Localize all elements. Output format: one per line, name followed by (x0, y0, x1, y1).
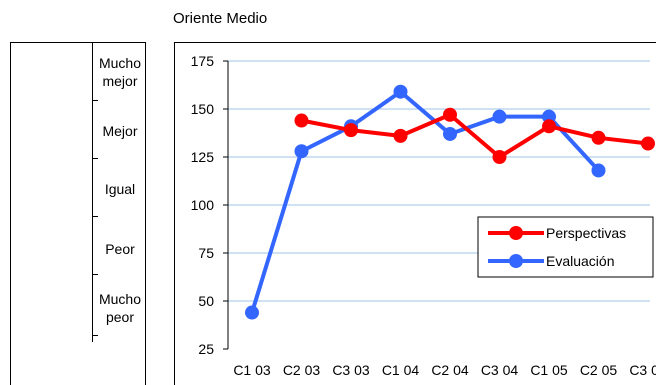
side-scale-tick (92, 335, 98, 336)
data-point (344, 123, 358, 138)
data-point (294, 144, 309, 159)
data-point (443, 107, 457, 122)
data-point (591, 130, 606, 145)
legend-label: Perspectivas (546, 225, 626, 241)
plot-area (174, 42, 656, 385)
legend-label: Evaluación (546, 253, 615, 269)
series-line (301, 112, 649, 159)
data-point (393, 84, 408, 99)
series-line (250, 89, 600, 314)
side-scale-tick (92, 100, 98, 101)
data-point (591, 163, 606, 178)
side-scale-tick (92, 216, 98, 217)
y-tick-label: 25 (198, 341, 214, 357)
y-tick-label: 175 (191, 53, 215, 69)
data-point (492, 109, 507, 124)
side-label-mejor: Mejor (102, 123, 138, 139)
data-point (492, 150, 507, 164)
x-tick-label: C1 04 (382, 362, 420, 378)
y-tick-label: 125 (191, 149, 215, 165)
side-scale-axis (92, 42, 93, 342)
x-tick-label: C3 04 (481, 362, 519, 378)
x-tick-label: C3 05 (629, 362, 656, 378)
legend-marker (509, 254, 523, 268)
legend-box (477, 216, 654, 278)
data-point (641, 136, 655, 151)
side-label-igual: Igual (104, 181, 136, 197)
side-label-mucho-peor: Mucho peor (98, 291, 142, 325)
y-tick-label: 75 (198, 245, 214, 261)
side-label-peor: Peor (105, 241, 135, 257)
x-tick-label: C3 03 (332, 362, 370, 378)
side-label-mucho-mejor: Mucho mejor (98, 55, 142, 89)
side-scale-tick (92, 274, 98, 275)
data-point (542, 109, 556, 124)
data-point (245, 305, 259, 320)
data-point (542, 119, 556, 134)
y-tick-label: 50 (198, 293, 214, 309)
x-tick-label: C2 05 (580, 362, 618, 378)
side-scale-panel (10, 42, 146, 385)
legend-marker (509, 226, 523, 240)
x-tick-label: C1 05 (530, 362, 568, 378)
data-point (393, 128, 408, 143)
x-tick-label: C2 04 (431, 362, 469, 378)
x-tick-label: C1 03 (233, 362, 271, 378)
y-tick-label: 100 (191, 197, 215, 213)
side-scale-tick (92, 158, 98, 159)
chart-title: Oriente Medio (173, 10, 268, 27)
data-point (443, 126, 457, 141)
x-tick-label: C2 03 (283, 362, 321, 378)
y-tick-label: 150 (191, 101, 215, 117)
data-point (294, 113, 309, 128)
